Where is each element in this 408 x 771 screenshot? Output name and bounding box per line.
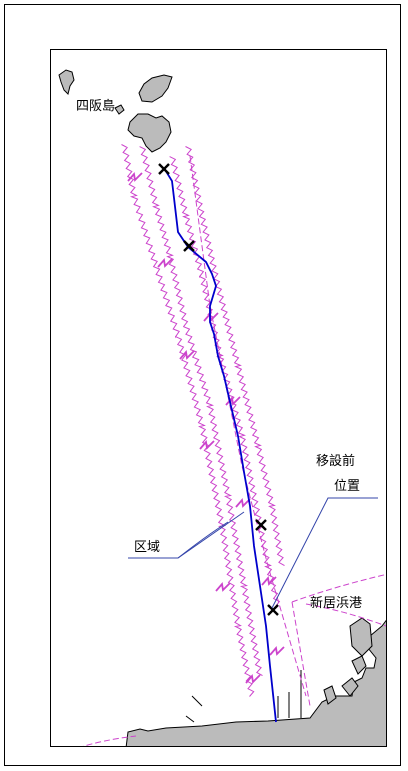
dashed-boundaries bbox=[82, 155, 386, 746]
zigzag-symbol bbox=[235, 497, 251, 508]
zigzag-symbol bbox=[179, 349, 195, 360]
land-masses bbox=[58, 69, 386, 746]
zigzag-symbol bbox=[269, 645, 285, 656]
zigzag-symbol bbox=[245, 673, 261, 684]
port-pier-3 bbox=[341, 677, 359, 697]
port-limit-bottom bbox=[82, 735, 137, 746]
route-line bbox=[163, 167, 277, 723]
zigzag-symbol bbox=[157, 257, 173, 268]
wavy-right-inner bbox=[169, 156, 281, 607]
zigzag-symbols bbox=[127, 171, 285, 684]
breakwater-4 bbox=[191, 695, 203, 707]
callout-relocation-leader bbox=[271, 497, 378, 609]
port-limit-right bbox=[305, 603, 386, 627]
figure-frame: 四阪島 移設前 位置 区域 新居浜港 bbox=[4, 4, 401, 766]
callouts bbox=[128, 497, 378, 609]
breakwater-5 bbox=[185, 715, 195, 723]
marker-2 bbox=[183, 240, 195, 252]
port-pier-4 bbox=[323, 685, 337, 705]
port-pier-2 bbox=[351, 655, 367, 675]
label-port: 新居浜港 bbox=[310, 595, 362, 611]
islet-small bbox=[114, 104, 125, 115]
wavy-boundaries bbox=[121, 144, 285, 697]
islet-west bbox=[58, 69, 75, 95]
wavy-left-inner bbox=[139, 146, 263, 677]
channel-right-dash bbox=[189, 155, 307, 697]
port-limit-top bbox=[291, 573, 386, 603]
marker-3 bbox=[255, 519, 267, 531]
callout-area-arc bbox=[177, 521, 229, 559]
label-island: 四阪島 bbox=[76, 99, 115, 114]
wavy-right-outer bbox=[185, 146, 285, 567]
zigzag-symbol bbox=[261, 575, 277, 586]
zigzag-symbol bbox=[199, 439, 215, 450]
island-shisaka bbox=[127, 113, 172, 153]
wavy-left-outer bbox=[121, 144, 255, 697]
coast-niihama bbox=[125, 619, 386, 746]
island-large bbox=[138, 74, 173, 103]
map-frame: 四阪島 移設前 位置 区域 新居浜港 bbox=[50, 49, 387, 747]
nautical-map: 四阪島 移設前 位置 区域 新居浜港 bbox=[58, 69, 386, 746]
label-relocation-line2: 位置 bbox=[334, 479, 360, 494]
label-relocation-line1: 移設前 bbox=[316, 453, 355, 469]
zigzag-symbol bbox=[215, 581, 231, 592]
port-pier-1 bbox=[349, 617, 373, 657]
marker-1 bbox=[158, 163, 170, 175]
label-area: 区域 bbox=[134, 540, 160, 555]
zigzag-symbol bbox=[203, 311, 219, 322]
markers bbox=[158, 163, 279, 616]
marker-4 bbox=[267, 604, 279, 616]
zigzag-symbol bbox=[127, 171, 143, 182]
